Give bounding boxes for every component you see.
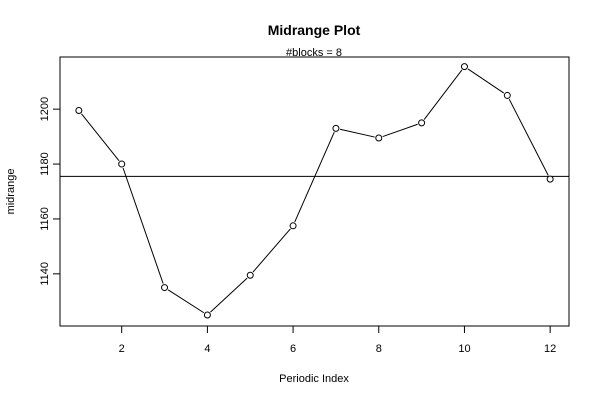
y-tick-label: 1180 bbox=[39, 152, 51, 176]
data-point-8 bbox=[375, 134, 383, 142]
data-point-11 bbox=[503, 91, 511, 99]
chart-title: Midrange Plot bbox=[268, 22, 361, 38]
y-tick-label: 1200 bbox=[39, 97, 51, 121]
y-axis: 1140 1160 1180 1200 bbox=[39, 97, 61, 286]
data-point-1 bbox=[75, 107, 83, 115]
data-point-3 bbox=[161, 284, 169, 292]
x-tick-label: 12 bbox=[544, 343, 556, 355]
x-axis: 2 4 6 8 10 12 bbox=[119, 325, 556, 355]
y-axis-label: midrange bbox=[5, 169, 17, 215]
data-point-6 bbox=[289, 222, 297, 230]
series-segment bbox=[167, 289, 205, 314]
series-segment bbox=[382, 123, 418, 138]
series-segment bbox=[252, 228, 291, 273]
data-point-2 bbox=[118, 160, 126, 168]
series-group bbox=[81, 68, 549, 314]
x-axis-label: Periodic Index bbox=[279, 373, 349, 385]
y-tick-label: 1140 bbox=[39, 262, 51, 286]
data-point-12 bbox=[546, 175, 554, 183]
x-tick-label: 2 bbox=[119, 343, 125, 355]
y-tick-label: 1160 bbox=[39, 207, 51, 231]
data-point-9 bbox=[418, 119, 426, 127]
series-segment bbox=[81, 113, 120, 162]
x-tick-label: 4 bbox=[204, 343, 210, 355]
data-point-10 bbox=[460, 63, 468, 71]
x-tick-label: 10 bbox=[458, 343, 470, 355]
x-tick-label: 8 bbox=[376, 343, 382, 355]
data-point-7 bbox=[332, 124, 340, 132]
series-segment bbox=[294, 132, 335, 223]
series-segment bbox=[423, 69, 463, 120]
x-tick-label: 6 bbox=[290, 343, 296, 355]
series-segment bbox=[210, 277, 248, 313]
plot-frame bbox=[59, 56, 570, 327]
series-segment bbox=[122, 167, 164, 284]
chart-subtitle: #blocks = 8 bbox=[286, 47, 342, 59]
series-segment bbox=[508, 98, 549, 176]
points-group bbox=[75, 63, 554, 319]
data-point-5 bbox=[246, 271, 254, 279]
series-segment bbox=[467, 68, 505, 94]
data-point-4 bbox=[203, 311, 211, 319]
series-segment bbox=[339, 128, 375, 138]
